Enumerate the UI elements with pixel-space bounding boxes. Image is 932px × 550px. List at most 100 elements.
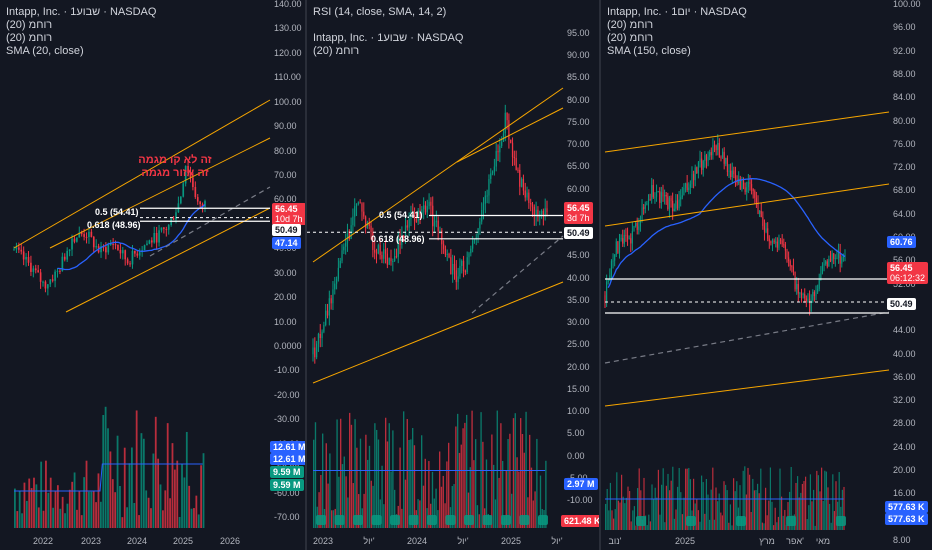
x-label: מאי xyxy=(815,536,831,546)
candle-body xyxy=(491,171,494,174)
middle-chart-panel[interactable]: RSI (14, close, SMA, 14, 2) Intapp, Inc.… xyxy=(307,0,599,550)
candle-body xyxy=(80,232,83,235)
price-tick-label: 40.00 xyxy=(893,348,916,359)
volume-bar xyxy=(111,479,114,528)
candle-body xyxy=(768,238,770,242)
volume-bar xyxy=(40,461,43,528)
candle-body xyxy=(354,206,356,217)
volume-bar xyxy=(824,470,826,530)
right-chart-panel[interactable]: Intapp, Inc. · 1יום · NASDAQ רוחמ (20) ר… xyxy=(601,0,932,550)
volume-bar xyxy=(188,485,191,528)
candle-body xyxy=(717,142,719,151)
legend-line: רוחמ (20) xyxy=(6,32,53,44)
volume-bar xyxy=(374,423,376,528)
volume-bar xyxy=(340,418,342,528)
candle-body xyxy=(375,252,378,254)
candle-body xyxy=(486,195,488,197)
volume-bar xyxy=(611,510,613,530)
volume-bar xyxy=(313,439,315,528)
volume-bar xyxy=(68,489,71,528)
volume-bar xyxy=(635,525,637,530)
candle-body xyxy=(686,183,688,191)
candle-body xyxy=(644,204,646,209)
volume-bar xyxy=(464,422,466,528)
volume-bar xyxy=(653,498,655,530)
volume-bar xyxy=(114,492,117,528)
left-chart-panel[interactable]: Intapp, Inc. · 1שבוע · NASDAQ רוחמ (20) … xyxy=(0,0,305,550)
candle-body xyxy=(699,158,701,163)
price-tick-label: 24.00 xyxy=(893,441,916,452)
candle-body xyxy=(348,231,350,240)
volume-bar xyxy=(478,514,480,528)
candle-body xyxy=(533,206,535,217)
candle-body xyxy=(540,210,543,215)
volume-bar xyxy=(713,519,715,530)
earnings-marker xyxy=(636,516,646,526)
volume-bar xyxy=(76,509,78,528)
candle-body xyxy=(366,222,369,229)
volume-bar xyxy=(512,418,515,528)
candle-body xyxy=(437,220,439,232)
candle-body xyxy=(325,310,327,325)
volume-bar xyxy=(183,477,186,528)
candle-body xyxy=(30,262,32,272)
volume-bar xyxy=(664,522,666,530)
candle-body xyxy=(778,239,780,248)
last-price-tag: 56.45 10d 7h xyxy=(272,203,305,225)
volume-bar xyxy=(781,496,783,530)
earnings-marker xyxy=(501,515,511,525)
candle-body xyxy=(201,204,204,207)
sma-tag: 47.14 xyxy=(272,237,301,249)
volume-bar xyxy=(667,473,669,530)
price-sma-line xyxy=(57,204,206,271)
volume-bar xyxy=(21,513,23,528)
volume-bar xyxy=(675,509,677,530)
volume-bar xyxy=(833,511,835,530)
candle-body xyxy=(312,347,314,355)
candle-body xyxy=(386,253,389,265)
volume-bar xyxy=(709,519,711,530)
candle-body xyxy=(490,173,492,179)
volume-bar xyxy=(439,451,441,528)
x-label: יול' xyxy=(363,536,375,546)
earnings-marker xyxy=(334,515,345,525)
candle-body xyxy=(837,252,840,258)
volume-bar xyxy=(33,477,35,528)
price-tick-label: 65.00 xyxy=(567,161,590,172)
volume-bar xyxy=(773,525,775,530)
volume-bar xyxy=(85,460,88,528)
channel-line-lower xyxy=(604,369,890,407)
candle-body xyxy=(754,191,756,198)
price-tick-label: -5.00 xyxy=(567,473,588,483)
candle-body xyxy=(704,155,706,162)
candle-body xyxy=(172,218,175,220)
volume-bar xyxy=(190,508,193,528)
panel-divider[interactable] xyxy=(305,0,307,550)
candle-body xyxy=(468,253,470,258)
volume-bar xyxy=(121,517,124,528)
candle-body xyxy=(776,241,778,248)
candle-body xyxy=(817,288,819,293)
candle-body xyxy=(657,191,659,193)
volume-tag: 12.61 M xyxy=(270,441,305,453)
tag-countdown: 10d 7h xyxy=(275,214,303,224)
volume-bar xyxy=(622,496,624,530)
candle-body xyxy=(720,157,722,159)
candle-body xyxy=(136,253,139,256)
volume-bar xyxy=(16,511,19,528)
volume-bar xyxy=(825,471,827,530)
sma-tag: 60.76 xyxy=(887,236,916,248)
candle-body xyxy=(809,298,811,312)
price-tick-label: 20.00 xyxy=(893,465,916,476)
x-label: מרץ xyxy=(759,536,775,546)
volume-bar xyxy=(744,466,746,530)
candle-body xyxy=(119,249,122,254)
panel-divider[interactable] xyxy=(599,0,601,550)
candle-body xyxy=(78,232,81,238)
candle-body xyxy=(734,174,737,180)
volume-bar xyxy=(665,485,667,530)
candle-body xyxy=(631,230,633,244)
volume-bar xyxy=(843,486,845,530)
candle-body xyxy=(315,343,318,358)
candle-body xyxy=(17,247,20,250)
